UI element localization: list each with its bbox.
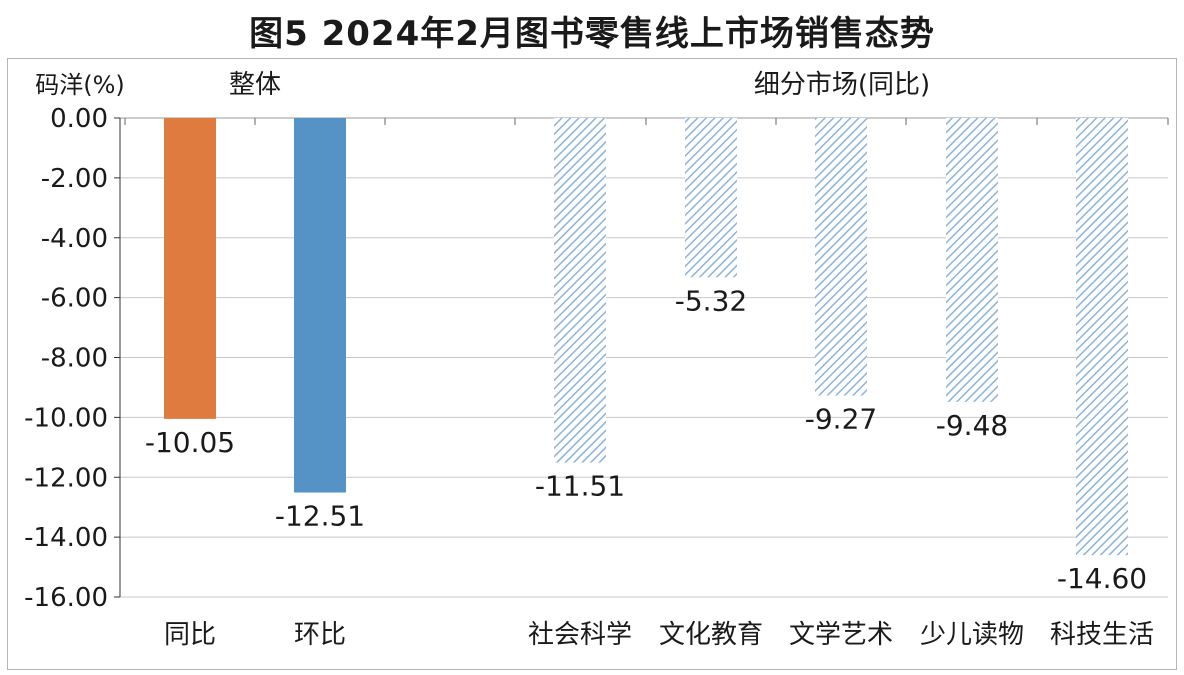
bar-环比 (294, 118, 346, 493)
data-label: -10.05 (145, 426, 235, 459)
data-label: -12.51 (275, 500, 365, 533)
category-label: 环比 (294, 620, 346, 650)
y-tick-label: -14.00 (24, 523, 108, 553)
data-label: -9.48 (936, 409, 1008, 442)
y-tick-label: -4.00 (41, 224, 108, 254)
y-tick-label: 0.00 (50, 104, 108, 134)
category-label: 文化教育 (659, 620, 763, 650)
group-label-overall: 整体 (229, 70, 281, 100)
bar-同比 (164, 118, 216, 419)
y-tick-label: -16.00 (24, 583, 108, 613)
category-label: 同比 (164, 620, 216, 650)
data-label: -14.60 (1057, 562, 1147, 595)
data-label: -9.27 (805, 403, 877, 436)
y-tick-label: -12.00 (24, 463, 108, 493)
bar-文学艺术 (815, 118, 867, 396)
y-unit-label: 码洋(%) (35, 71, 125, 99)
bar-文化教育 (685, 118, 737, 278)
y-tick-label: -6.00 (41, 284, 108, 314)
category-label: 少儿读物 (920, 620, 1024, 650)
bar-少儿读物 (946, 118, 998, 402)
group-label-segments: 细分市场(同比) (754, 70, 930, 100)
data-label: -5.32 (675, 284, 747, 317)
category-label: 社会科学 (528, 620, 632, 650)
data-label: -11.51 (535, 470, 625, 503)
y-tick-label: -2.00 (41, 164, 108, 194)
y-tick-label: -8.00 (41, 344, 108, 374)
chart-title: 图5 2024年2月图书零售线上市场销售态势 (249, 14, 935, 54)
category-label: 文学艺术 (789, 620, 893, 650)
category-label: 科技生活 (1050, 620, 1154, 650)
bar-科技生活 (1076, 118, 1128, 556)
y-tick-label: -10.00 (24, 403, 108, 433)
bar-社会科学 (554, 118, 606, 463)
chart-frame (7, 58, 1177, 670)
